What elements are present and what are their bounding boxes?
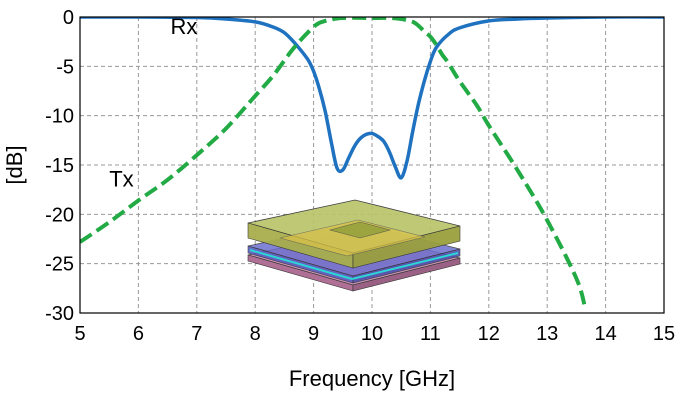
x-tick-label: 12 bbox=[478, 323, 500, 345]
x-tick-label: 8 bbox=[250, 323, 261, 345]
x-tick-label: 5 bbox=[74, 323, 85, 345]
x-axis-label: Frequency [GHz] bbox=[289, 366, 455, 391]
x-tick-label: 7 bbox=[191, 323, 202, 345]
y-tick-label: -15 bbox=[45, 155, 74, 177]
x-tick-label: 6 bbox=[133, 323, 144, 345]
y-tick-label: -20 bbox=[45, 204, 74, 226]
x-tick-label: 11 bbox=[420, 323, 441, 345]
x-tick-label: 14 bbox=[594, 323, 616, 345]
series-line-rx bbox=[80, 17, 664, 180]
x-tick-label: 10 bbox=[361, 323, 383, 345]
annotation-rx: Rx bbox=[171, 14, 198, 39]
y-tick-label: -30 bbox=[45, 303, 74, 325]
x-tick-label: 9 bbox=[308, 323, 319, 345]
y-tick-label: 0 bbox=[63, 7, 74, 29]
filter-structure-illustration bbox=[247, 199, 461, 292]
y-tick-label: -25 bbox=[45, 254, 74, 276]
y-tick-label: -10 bbox=[45, 106, 74, 128]
x-tick-label: 15 bbox=[653, 323, 675, 345]
grid bbox=[80, 17, 664, 313]
series-line-tx bbox=[80, 17, 588, 309]
annotation-tx: Tx bbox=[109, 167, 133, 192]
y-tick-label: -5 bbox=[56, 56, 74, 78]
x-tick-label: 13 bbox=[536, 323, 558, 345]
y-axis-label: [dB] bbox=[2, 145, 27, 184]
plot-frame bbox=[79, 16, 665, 314]
